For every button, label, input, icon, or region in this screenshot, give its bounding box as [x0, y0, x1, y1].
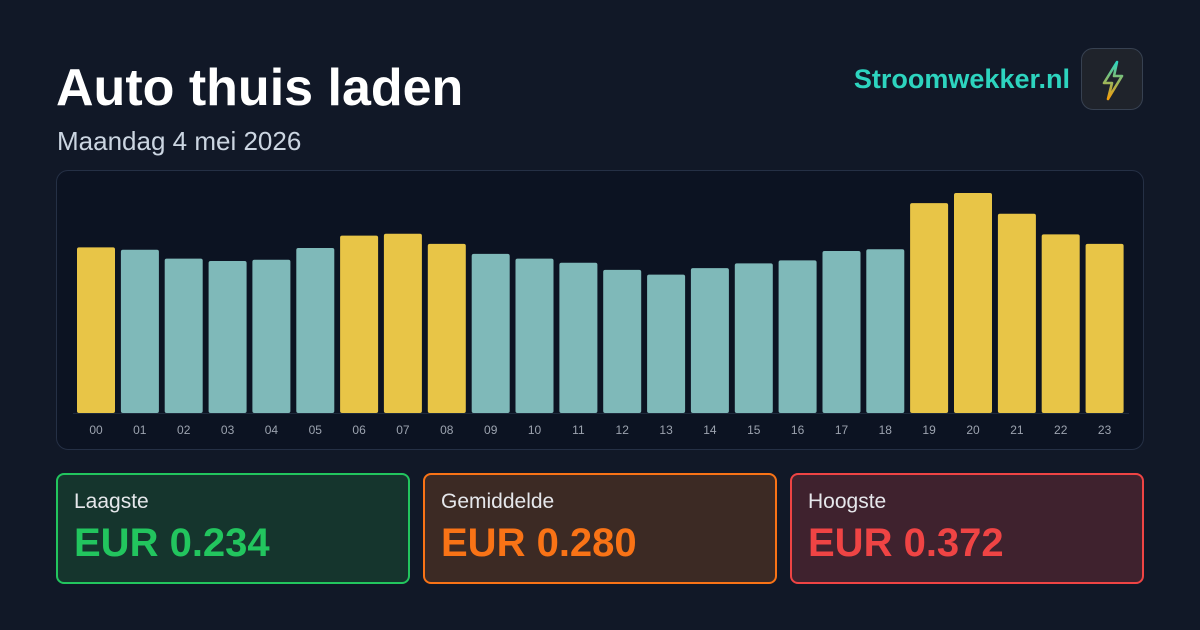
- x-tick-label-05: 05: [309, 423, 323, 437]
- bar-hour-16[interactable]: [778, 260, 817, 413]
- bar-hour-05[interactable]: [296, 248, 335, 413]
- bar-hour-10[interactable]: [515, 258, 554, 413]
- stat-value-lowest: EUR 0.234: [74, 521, 270, 565]
- bar-hour-00[interactable]: [77, 247, 115, 413]
- chart-panel: 00 01 02 03 04 05 06 07 08 09 10 11 12 13 14 15 16 17 18 19…: [56, 170, 1144, 450]
- bar-hour-01[interactable]: [120, 249, 159, 413]
- x-tick-label-17: 17: [835, 423, 849, 437]
- stat-card-average: Gemiddelde EUR 0.280: [423, 473, 777, 584]
- stat-card-highest: Hoogste EUR 0.372: [790, 473, 1144, 584]
- stat-card-lowest: Laagste EUR 0.234: [56, 473, 410, 584]
- x-tick-label-01: 01: [133, 423, 147, 437]
- brand-name[interactable]: Stroomwekker.nl: [853, 64, 1070, 94]
- x-tick-label-20: 20: [966, 423, 980, 437]
- x-tick-label-08: 08: [440, 423, 454, 437]
- price-bar-chart: 00 01 02 03 04 05 06 07 08 09 10 11 12 13 14 15 16 17 18 19…: [73, 193, 1129, 437]
- x-tick-label-02: 02: [177, 423, 191, 437]
- x-tick-label-15: 15: [747, 423, 761, 437]
- page-subtitle: Maandag 4 mei 2026: [57, 126, 302, 156]
- logo[interactable]: [1081, 48, 1143, 110]
- x-tick-label-09: 09: [484, 423, 498, 437]
- bar-hour-19[interactable]: [910, 203, 949, 413]
- x-tick-label-23: 23: [1098, 423, 1112, 437]
- x-tick-label-00: 00: [89, 423, 103, 437]
- stat-value-average: EUR 0.280: [441, 521, 637, 565]
- x-tick-label-21: 21: [1010, 423, 1024, 437]
- x-tick-label-10: 10: [528, 423, 542, 437]
- bar-hour-11[interactable]: [559, 262, 598, 413]
- bar-hour-14[interactable]: [690, 268, 729, 413]
- bar-hour-22[interactable]: [1041, 234, 1080, 413]
- x-tick-label-22: 22: [1054, 423, 1068, 437]
- x-tick-label-14: 14: [703, 423, 717, 437]
- bar-hour-23[interactable]: [1085, 243, 1124, 413]
- bar-hour-03[interactable]: [208, 261, 247, 413]
- x-tick-label-03: 03: [221, 423, 235, 437]
- bar-hour-18[interactable]: [866, 249, 905, 413]
- stat-label-lowest: Laagste: [74, 490, 149, 513]
- bar-hour-15[interactable]: [734, 263, 773, 413]
- bar-hour-08[interactable]: [427, 243, 466, 413]
- x-tick-label-06: 06: [352, 423, 366, 437]
- x-tick-label-12: 12: [616, 423, 630, 437]
- x-tick-label-13: 13: [659, 423, 673, 437]
- lightning-bolt-icon: [1102, 60, 1124, 101]
- bar-hour-20[interactable]: [954, 193, 992, 413]
- bar-hour-13[interactable]: [647, 274, 686, 413]
- x-tick-label-11: 11: [572, 423, 585, 437]
- stat-label-average: Gemiddelde: [441, 490, 555, 513]
- bar-hour-04[interactable]: [252, 259, 291, 413]
- bar-hour-07[interactable]: [383, 233, 422, 413]
- page-title: Auto thuis laden: [56, 59, 464, 117]
- bar-hour-17[interactable]: [822, 251, 861, 413]
- x-tick-label-07: 07: [396, 423, 410, 437]
- bar-hour-09[interactable]: [471, 253, 510, 413]
- x-tick-label-19: 19: [922, 423, 936, 437]
- stat-label-highest: Hoogste: [808, 490, 887, 513]
- x-tick-label-16: 16: [791, 423, 805, 437]
- stat-value-highest: EUR 0.372: [808, 521, 1004, 565]
- bar-hour-12[interactable]: [603, 269, 642, 413]
- bar-hour-06[interactable]: [340, 235, 379, 413]
- x-tick-label-18: 18: [879, 423, 893, 437]
- x-tick-label-04: 04: [265, 423, 279, 437]
- bar-hour-02[interactable]: [164, 258, 203, 413]
- bar-hour-21[interactable]: [997, 213, 1036, 413]
